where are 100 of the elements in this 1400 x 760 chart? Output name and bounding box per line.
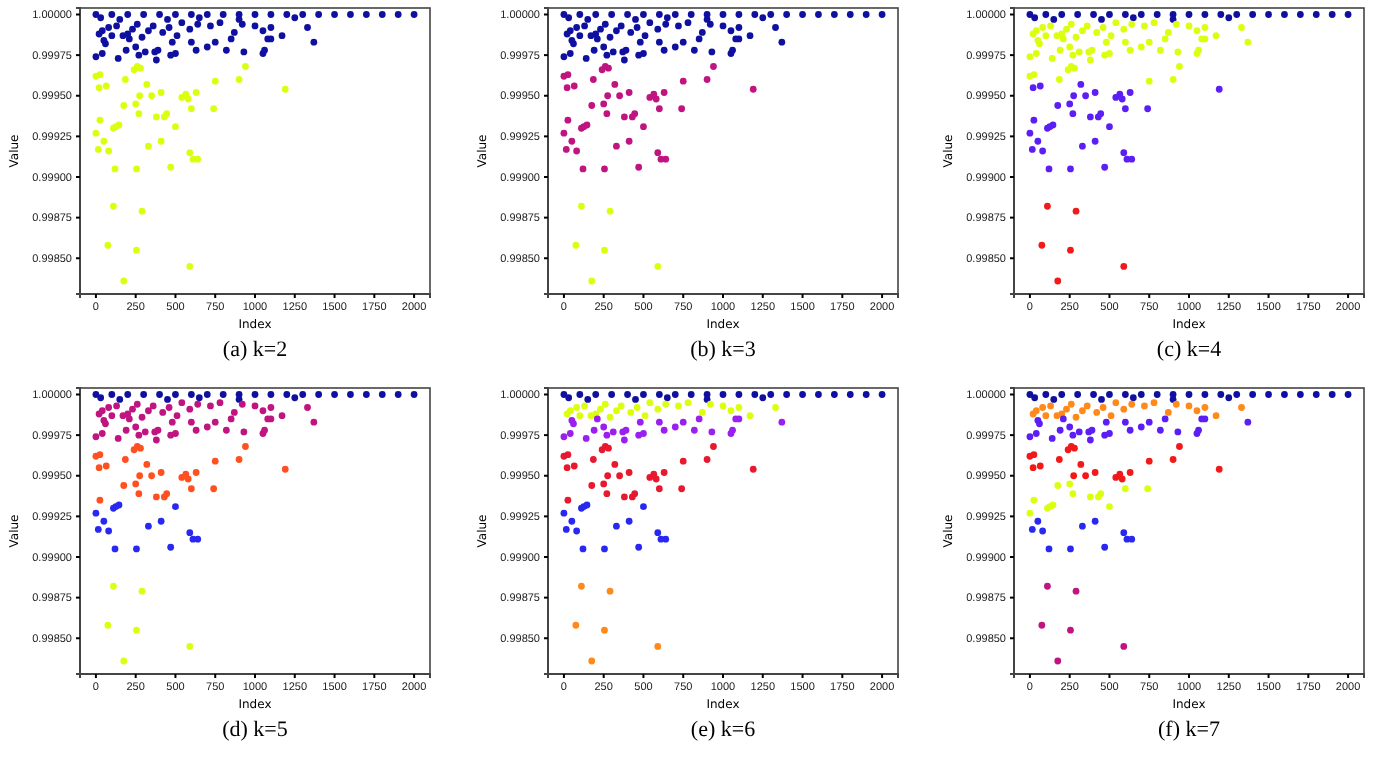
point <box>133 165 140 173</box>
point <box>1044 202 1051 210</box>
point <box>1029 84 1037 91</box>
point <box>632 404 640 411</box>
point <box>583 396 591 403</box>
point <box>94 526 102 533</box>
point <box>1137 11 1145 18</box>
point <box>108 412 116 419</box>
point <box>1328 11 1336 18</box>
point <box>782 391 790 398</box>
point <box>683 399 691 406</box>
point <box>242 63 249 70</box>
point <box>610 461 618 468</box>
point <box>96 496 104 504</box>
point <box>1153 11 1161 18</box>
point <box>138 587 146 595</box>
point <box>659 469 667 476</box>
point <box>1090 11 1097 18</box>
point <box>1026 509 1034 517</box>
point <box>172 391 179 398</box>
point <box>589 426 597 434</box>
point <box>167 543 175 551</box>
point <box>186 643 194 650</box>
point <box>1118 95 1126 103</box>
point <box>152 113 160 121</box>
point <box>94 146 102 153</box>
point <box>623 391 630 398</box>
point <box>1121 105 1129 113</box>
point <box>1265 11 1272 18</box>
point <box>410 391 418 398</box>
point <box>1039 147 1047 155</box>
point <box>1074 391 1082 398</box>
point <box>607 391 615 398</box>
point <box>133 626 140 634</box>
point <box>1176 443 1183 450</box>
point <box>1034 517 1042 525</box>
point <box>1201 404 1209 411</box>
point <box>125 415 133 423</box>
point <box>299 391 307 398</box>
point <box>143 81 151 88</box>
point <box>1070 92 1078 100</box>
point <box>1045 545 1053 553</box>
point <box>1054 482 1062 489</box>
point <box>156 391 163 398</box>
point <box>572 404 580 411</box>
point <box>653 529 661 536</box>
point <box>132 480 140 488</box>
point <box>571 621 579 629</box>
point <box>677 105 685 113</box>
point <box>1029 464 1037 471</box>
point <box>572 527 580 535</box>
point <box>1072 207 1080 215</box>
point <box>861 391 869 398</box>
point <box>207 402 214 410</box>
point <box>195 394 203 402</box>
point <box>219 391 227 398</box>
point <box>677 485 685 493</box>
point <box>1126 469 1134 476</box>
point <box>129 405 136 413</box>
point <box>1069 431 1077 439</box>
point <box>829 391 837 398</box>
point <box>1265 391 1272 398</box>
point <box>100 137 108 145</box>
point <box>798 391 805 398</box>
point <box>1137 423 1145 431</box>
point <box>1156 426 1164 434</box>
point <box>210 105 218 113</box>
point <box>1093 409 1101 416</box>
point <box>1090 391 1097 398</box>
point <box>1201 391 1209 398</box>
point <box>750 391 758 398</box>
point <box>748 465 756 473</box>
point <box>120 482 128 489</box>
point <box>133 246 140 254</box>
point <box>600 165 607 173</box>
point <box>1042 391 1050 398</box>
point <box>587 277 595 285</box>
point <box>1067 246 1074 254</box>
point <box>1144 485 1152 493</box>
point <box>100 517 108 525</box>
point <box>1212 412 1220 419</box>
point <box>1044 582 1051 590</box>
point <box>92 433 100 441</box>
point <box>563 496 571 504</box>
point <box>111 545 119 553</box>
point <box>602 431 610 439</box>
point <box>105 527 113 535</box>
point <box>575 412 583 419</box>
point <box>726 407 734 415</box>
point <box>600 400 608 408</box>
point <box>1048 435 1056 442</box>
point <box>659 89 667 96</box>
point <box>670 391 678 398</box>
point <box>111 165 119 173</box>
point <box>1344 391 1352 398</box>
point <box>1059 415 1067 423</box>
point <box>877 391 885 398</box>
point <box>141 428 149 436</box>
point <box>172 503 179 510</box>
point <box>278 412 286 419</box>
